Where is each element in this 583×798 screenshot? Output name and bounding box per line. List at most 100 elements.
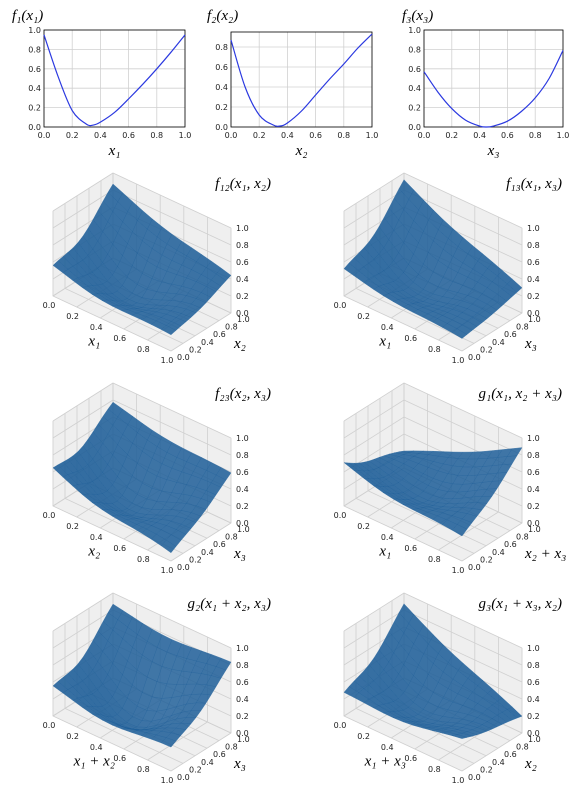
chart-f1-svg: 0.0 0.2 0.4 0.6 0.8 1.0 0.0 0.2 0.4 0.6 0.8 1.0 f₁(x… — [12, 8, 191, 159]
y-tick-label: 1.0 — [237, 735, 250, 744]
x-tick-label: 0.0 — [418, 131, 431, 140]
chart-f13-svg: 0.00.20.40.60.81.0 0.00.20.40.60.81.00.00… — [334, 172, 562, 365]
x-tick-label: 0.0 — [334, 301, 347, 310]
back-gridline — [112, 399, 232, 456]
z-tick-label: 0.0 — [527, 519, 540, 528]
y-tick-label: 0.2 — [215, 103, 228, 112]
z-tick-label: 0.6 — [236, 468, 249, 477]
y-tick-label: 0.8 — [28, 45, 41, 54]
chart-f23: 0.0 0.2 0.4 0.6 0.8 1.0 0.0 0.2 0.4 0.6 0.8 1.0 0.0 0… — [0, 378, 292, 583]
z-tick-label: 0.6 — [527, 678, 540, 687]
y-tick-label: 0.8 — [215, 43, 228, 52]
chart-title: f₁(x₁) — [12, 8, 43, 24]
surface-mesh — [52, 183, 232, 336]
x-tick-label: 1.0 — [161, 566, 174, 575]
y-tick-label: 0.4 — [201, 548, 214, 557]
x-tick-label: 0.0 — [38, 131, 51, 140]
x-tick-label: 0.2 — [357, 732, 370, 741]
back-gridline — [403, 172, 523, 229]
z-tick-label: 1.0 — [527, 224, 540, 233]
y-tick-label: 0.6 — [504, 750, 517, 759]
chart-g1: 0.0 0.2 0.4 0.6 0.8 1.0 0.0 0.2 0.4 0.6 0.8 1.0 0.0 0… — [291, 378, 583, 583]
chart-f1: 0.0 0.2 0.4 0.6 0.8 1.0 0.0 0.2 0.4 0.6 0.8 1.0 f₁(x… — [0, 0, 195, 165]
z-tick-label: 0.0 — [236, 519, 249, 528]
x-tick-label: 0.2 — [66, 312, 79, 321]
y-tick-label: 0.2 — [28, 104, 41, 113]
y-tick-label: 0.0 — [177, 563, 190, 572]
y-tick-label: 1.0 — [528, 525, 541, 534]
chart-title: g₁(x₁, x₂ + x₃) — [479, 386, 562, 402]
floor-gridline — [461, 732, 523, 772]
y-tick-label: 0.6 — [408, 65, 421, 74]
x-tick-label: 0.4 — [473, 131, 486, 140]
x-tick-label: 0.8 — [428, 345, 441, 354]
x-tick-label: 0.4 — [381, 533, 394, 542]
side-gridline — [343, 399, 405, 439]
y-tick-label: 0.4 — [201, 758, 214, 767]
y-tick-label: 0.6 — [213, 750, 226, 759]
back-gridline — [403, 592, 523, 649]
back-gridline — [403, 399, 523, 456]
x-tick-label: 1.0 — [161, 356, 174, 365]
floor-gridline — [52, 295, 172, 352]
floor-gridline — [461, 522, 523, 562]
y-tick-label: 0.8 — [516, 323, 529, 332]
x-tick-label: 0.4 — [90, 533, 103, 542]
y-tick-label: 0.4 — [492, 338, 505, 347]
z-tick-label: 0.4 — [236, 275, 249, 284]
side-gridline — [343, 189, 405, 229]
z-tick-label: 1.0 — [527, 644, 540, 653]
y-axis-label: x₃ — [233, 756, 246, 772]
y-tick-label: 0.2 — [480, 765, 493, 774]
z-tick-label: 0.8 — [236, 451, 249, 460]
x-axis-label: x₃ — [487, 143, 500, 159]
floor-gridline — [343, 505, 463, 562]
chart-g2-svg: 0.00.20.40.60.81.0 0.00.20.40.60.81.00.00… — [43, 592, 271, 785]
x-axis-label: x₁ — [378, 333, 391, 349]
x-tick-label: 0.8 — [428, 555, 441, 564]
floor-gridline — [170, 732, 232, 772]
z-tick-label: 0.2 — [527, 502, 540, 511]
z-tick-label: 0.8 — [236, 241, 249, 250]
y-tick-label: 0.2 — [189, 345, 202, 354]
x-axis-label: x₁ + x₃ — [364, 753, 406, 769]
y-tick-label: 1.0 — [28, 26, 41, 35]
x-axis-label: x₂ — [87, 543, 100, 559]
chart-f3-svg: 0.0 0.2 0.4 0.6 0.8 1.0 0.0 0.2 0.4 0.6 0.8 1.0 f₃(x… — [402, 8, 569, 159]
floor-gridline — [461, 312, 523, 352]
x-tick-label: 0.4 — [90, 743, 103, 752]
floor-gridline — [147, 721, 208, 761]
x-axis-label: x₁ — [378, 543, 391, 559]
floor-gridline — [52, 715, 172, 772]
x-tick-label: 0.4 — [90, 323, 103, 332]
z-tick-label: 0.8 — [236, 661, 249, 670]
side-gridline — [52, 172, 114, 212]
y-tick-label: 0.6 — [504, 330, 517, 339]
x-tick-label: 0.2 — [253, 131, 266, 140]
floor-gridline — [52, 505, 172, 562]
z-tick-label: 0.2 — [527, 712, 540, 721]
y-tick-label: 0.0 — [408, 123, 421, 132]
chart-title: f₁₃(x₁, x₃) — [506, 176, 562, 192]
x-tick-label: 0.6 — [404, 544, 417, 553]
plot-frame — [230, 31, 373, 128]
x-axis-label: x₁ — [108, 143, 121, 159]
x-tick-label: 0.8 — [150, 131, 163, 140]
z-tick-label: 0.0 — [236, 729, 249, 738]
x-tick-label: 0.0 — [43, 511, 56, 520]
x-tick-label: 1.0 — [452, 776, 465, 785]
chart-f2-svg: 0.0 0.2 0.4 0.6 0.8 1.0 0.0 0.2 0.4 0.6 0.8 f₂(x₂) x… — [207, 8, 378, 159]
x-tick-label: 0.2 — [357, 312, 370, 321]
y-tick-label: 0.6 — [504, 540, 517, 549]
z-tick-label: 0.4 — [527, 695, 540, 704]
x-axis-label: x₂ — [295, 143, 308, 159]
x-tick-label: 0.6 — [113, 334, 126, 343]
z-tick-label: 0.2 — [236, 292, 249, 301]
z-tick-label: 0.4 — [527, 275, 540, 284]
x-tick-label: 0.0 — [334, 721, 347, 730]
surface-facet — [451, 524, 468, 537]
chart-g3: 0.0 0.2 0.4 0.6 0.8 1.0 0.0 0.2 0.4 0.6 0.8 1.0 0.0 0… — [291, 588, 583, 793]
y-tick-label: 0.2 — [480, 345, 493, 354]
side-gridline — [52, 382, 114, 422]
surface-facet — [451, 328, 468, 339]
